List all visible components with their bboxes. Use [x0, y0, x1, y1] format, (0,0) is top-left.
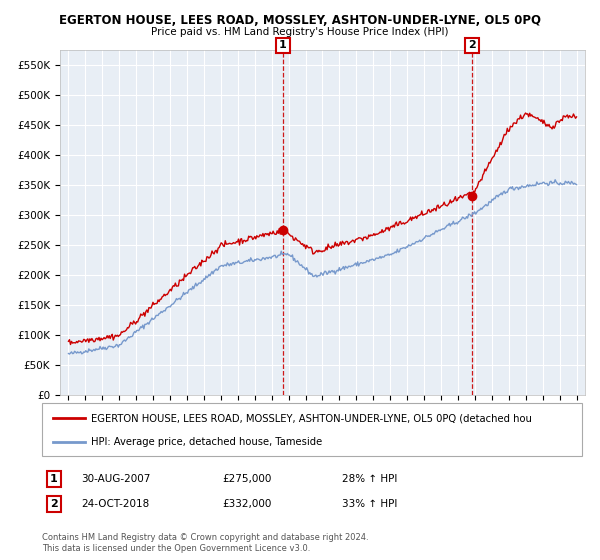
Text: 1: 1 — [279, 40, 287, 50]
Text: 33% ↑ HPI: 33% ↑ HPI — [342, 499, 397, 509]
Text: 28% ↑ HPI: 28% ↑ HPI — [342, 474, 397, 484]
FancyBboxPatch shape — [42, 403, 582, 456]
Text: 2: 2 — [50, 499, 58, 509]
Text: Contains HM Land Registry data © Crown copyright and database right 2024.
This d: Contains HM Land Registry data © Crown c… — [42, 533, 368, 553]
Text: £275,000: £275,000 — [222, 474, 271, 484]
Text: £332,000: £332,000 — [222, 499, 271, 509]
Text: 2: 2 — [468, 40, 476, 50]
Text: Price paid vs. HM Land Registry's House Price Index (HPI): Price paid vs. HM Land Registry's House … — [151, 27, 449, 37]
Text: 1: 1 — [50, 474, 58, 484]
Text: 30-AUG-2007: 30-AUG-2007 — [81, 474, 151, 484]
Text: EGERTON HOUSE, LEES ROAD, MOSSLEY, ASHTON-UNDER-LYNE, OL5 0PQ: EGERTON HOUSE, LEES ROAD, MOSSLEY, ASHTO… — [59, 14, 541, 27]
Text: 24-OCT-2018: 24-OCT-2018 — [81, 499, 149, 509]
Text: HPI: Average price, detached house, Tameside: HPI: Average price, detached house, Tame… — [91, 436, 322, 446]
Text: EGERTON HOUSE, LEES ROAD, MOSSLEY, ASHTON-UNDER-LYNE, OL5 0PQ (detached hou: EGERTON HOUSE, LEES ROAD, MOSSLEY, ASHTO… — [91, 413, 532, 423]
